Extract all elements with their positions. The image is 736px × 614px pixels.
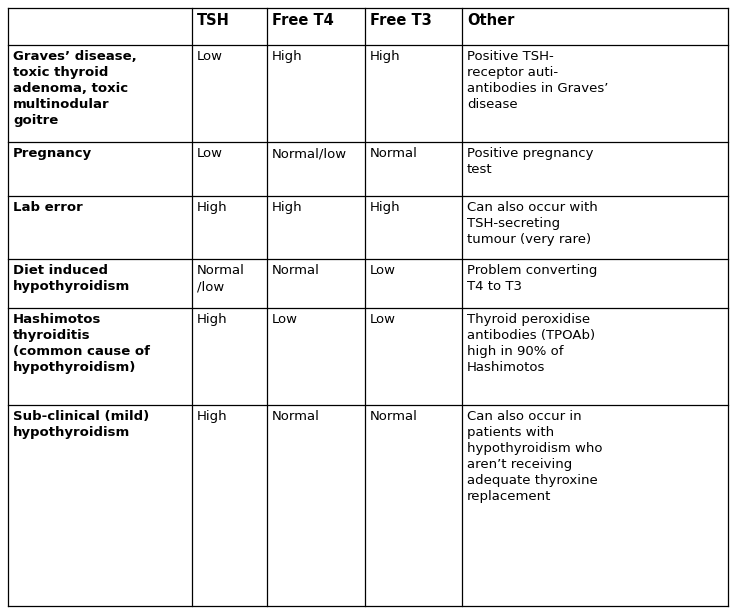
Text: High: High <box>272 50 303 63</box>
Text: High: High <box>197 313 227 326</box>
Text: Free T4: Free T4 <box>272 13 334 28</box>
Text: Normal: Normal <box>370 410 418 424</box>
Text: High: High <box>272 201 303 214</box>
Text: Problem converting
T4 to T3: Problem converting T4 to T3 <box>467 264 598 293</box>
Text: Normal: Normal <box>272 264 320 278</box>
Text: High: High <box>197 410 227 424</box>
Text: Low: Low <box>370 313 396 326</box>
Text: High: High <box>370 201 400 214</box>
Text: Free T3: Free T3 <box>370 13 432 28</box>
Text: Low: Low <box>370 264 396 278</box>
Text: Can also occur in
patients with
hypothyroidism who
aren’t receiving
adequate thy: Can also occur in patients with hypothyr… <box>467 410 602 503</box>
Text: Positive TSH-
receptor auti-
antibodies in Graves’
disease: Positive TSH- receptor auti- antibodies … <box>467 50 608 111</box>
Text: Sub-clinical (mild)
hypothyroidism: Sub-clinical (mild) hypothyroidism <box>13 410 149 440</box>
Text: Hashimotos
thyroiditis
(common cause of
hypothyroidism): Hashimotos thyroiditis (common cause of … <box>13 313 150 374</box>
Text: Graves’ disease,
toxic thyroid
adenoma, toxic
multinodular
goitre: Graves’ disease, toxic thyroid adenoma, … <box>13 50 137 127</box>
Text: Can also occur with
TSH-secreting
tumour (very rare): Can also occur with TSH-secreting tumour… <box>467 201 598 246</box>
Text: Normal
/low: Normal /low <box>197 264 245 293</box>
Text: TSH: TSH <box>197 13 230 28</box>
Text: Diet induced
hypothyroidism: Diet induced hypothyroidism <box>13 264 130 293</box>
Text: Thyroid peroxidise
antibodies (TPOAb)
high in 90% of
Hashimotos: Thyroid peroxidise antibodies (TPOAb) hi… <box>467 313 595 374</box>
Text: Normal: Normal <box>272 410 320 424</box>
Text: Low: Low <box>197 50 223 63</box>
Text: Pregnancy: Pregnancy <box>13 147 92 160</box>
Text: Positive pregnancy
test: Positive pregnancy test <box>467 147 593 176</box>
Text: Low: Low <box>197 147 223 160</box>
Text: Low: Low <box>272 313 298 326</box>
Text: Normal/low: Normal/low <box>272 147 347 160</box>
Text: Other: Other <box>467 13 514 28</box>
Text: Lab error: Lab error <box>13 201 82 214</box>
Text: High: High <box>197 201 227 214</box>
Text: High: High <box>370 50 400 63</box>
Text: Normal: Normal <box>370 147 418 160</box>
